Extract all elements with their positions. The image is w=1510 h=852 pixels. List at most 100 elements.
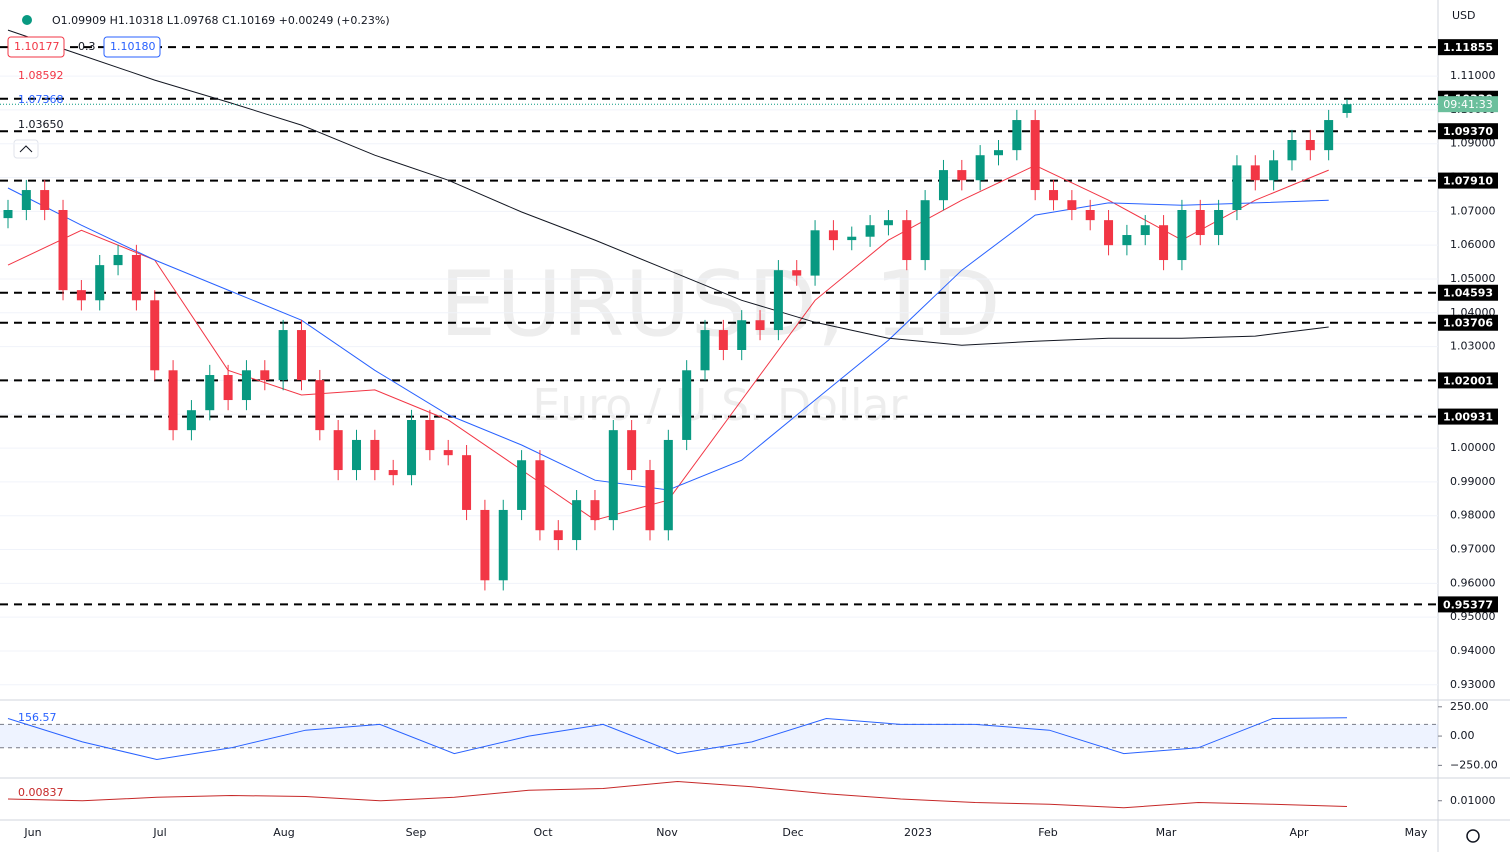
legend-box — [103, 36, 161, 58]
x-tick-label: Feb — [1038, 826, 1057, 839]
candle-body — [993, 150, 1003, 156]
legend-value: 1.08592 — [18, 69, 64, 82]
candle-body — [1012, 120, 1022, 151]
y-tick-label: 0.96000 — [1450, 576, 1496, 589]
candle-body — [76, 290, 86, 301]
level-label: 1.04593 — [1443, 287, 1493, 300]
level-tag — [1438, 408, 1498, 425]
x-tick-label: Jun — [23, 826, 41, 839]
candle-body — [1177, 210, 1187, 261]
level-tag — [1438, 284, 1498, 301]
countdown-tag — [1438, 96, 1498, 113]
candle-body — [1030, 120, 1040, 191]
candle-body — [920, 200, 930, 261]
candle-body — [1085, 210, 1095, 221]
candle-body — [315, 380, 325, 431]
candle-body — [168, 370, 178, 431]
level-label: 0.95377 — [1443, 598, 1493, 611]
level-tag — [1438, 123, 1498, 140]
candle-body — [21, 190, 31, 210]
candle-body — [663, 439, 673, 531]
candle-body — [645, 470, 655, 531]
indicator-tick-label: −250.00 — [1450, 758, 1498, 771]
level-tag — [1438, 172, 1498, 189]
candle-body — [3, 210, 13, 219]
settings-button[interactable] — [1466, 829, 1480, 843]
candle-body — [388, 470, 398, 476]
candle-body — [352, 439, 362, 471]
y-tick-label: 0.99000 — [1450, 475, 1496, 488]
status-dot — [22, 15, 32, 25]
x-tick-label: 2023 — [904, 826, 932, 839]
y-tick-label: 0.94000 — [1450, 644, 1496, 657]
legend-box — [7, 36, 65, 58]
level-tag — [1438, 596, 1498, 613]
level-label: 1.11855 — [1443, 41, 1493, 54]
indicator-value: 0.00837 — [18, 786, 64, 799]
candle-body — [847, 236, 857, 241]
candle-body — [883, 220, 893, 226]
candle-body — [58, 210, 68, 291]
watermark-description: Euro / U.S. Dollar — [533, 380, 909, 431]
x-tick-label: Aug — [273, 826, 294, 839]
candle-body — [828, 230, 838, 241]
currency[interactable]: USD — [1452, 9, 1476, 22]
candle-body — [407, 420, 417, 476]
candle-body — [1287, 140, 1297, 161]
x-tick-label: Nov — [656, 826, 678, 839]
candle-body — [975, 155, 985, 181]
candle-body — [113, 254, 123, 266]
candle-body — [260, 370, 270, 381]
y-tick-label: 0.93000 — [1450, 678, 1496, 691]
y-tick-label: 1.06000 — [1450, 238, 1496, 251]
y-tick-label: 0.98000 — [1450, 509, 1496, 522]
candle-body — [1342, 104, 1352, 113]
candle-body — [223, 375, 233, 401]
collapse-button[interactable] — [13, 139, 39, 159]
legend-value: 1.10177 — [14, 40, 60, 53]
x-tick-label: Oct — [533, 826, 553, 839]
candle-body — [810, 230, 820, 276]
indicator-tick-label: 250.00 — [1450, 700, 1489, 713]
candle-body — [737, 320, 747, 350]
candle-body — [517, 460, 527, 510]
candle-body — [1067, 200, 1077, 210]
candle-body — [296, 330, 306, 381]
collapse-icon — [19, 145, 33, 153]
candle-body — [370, 439, 380, 471]
moving-average — [7, 29, 1329, 346]
candle-body — [700, 330, 710, 371]
legend-value: 0.3 — [78, 40, 96, 53]
candle-body — [131, 254, 141, 301]
ohlc-legend: O1.09909 H1.10318 L1.09768 C1.10169 +0.0… — [52, 14, 390, 27]
candle-body — [205, 375, 215, 411]
candle-body — [241, 370, 251, 401]
indicator-band — [0, 724, 1438, 748]
x-tick-label: Mar — [1156, 826, 1177, 839]
candle-body — [150, 300, 160, 371]
level-label: 1.03706 — [1443, 317, 1493, 330]
level-tag — [1438, 314, 1498, 331]
x-tick-label: May — [1405, 826, 1428, 839]
level-label: 1.02001 — [1443, 374, 1493, 387]
legend-value: 1.03650 — [18, 118, 64, 131]
x-tick-label: Apr — [1289, 826, 1309, 839]
candle-body — [1250, 165, 1260, 181]
indicator-value: 156.57 — [18, 711, 57, 724]
candle-body — [95, 265, 105, 301]
candle-body — [572, 500, 582, 541]
legend-value: 1.10180 — [110, 40, 156, 53]
candle-body — [1214, 210, 1224, 236]
y-tick-label: 1.05000 — [1450, 272, 1496, 285]
candle-body — [792, 270, 802, 276]
candle-body — [590, 500, 600, 521]
candle-body — [1269, 160, 1279, 181]
candle-body — [1104, 220, 1114, 246]
y-tick-label: 1.11000 — [1450, 69, 1496, 82]
level-label: 1.09370 — [1443, 125, 1493, 138]
y-tick-label: 1.09000 — [1450, 137, 1496, 150]
y-tick-label: 0.97000 — [1450, 543, 1496, 556]
candle-body — [1140, 225, 1150, 236]
